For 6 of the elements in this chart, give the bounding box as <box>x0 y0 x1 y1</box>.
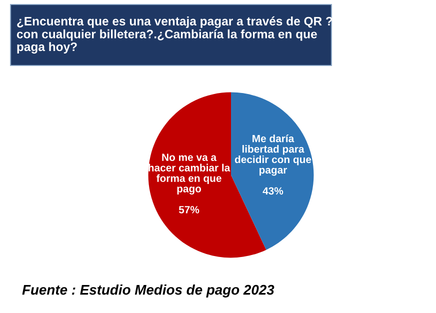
chart-title: ¿Encuentra que es una ventaja pagar a través de QR ? con cualquier billetera?.¿Cambiaría la forma en que paga hoy? <box>16 16 332 54</box>
data-label: 57% <box>178 206 200 214</box>
slice-label: Me daría libertad para decidir con que pagar <box>234 134 312 176</box>
source-note: Fuente : Estudio Medios de pago 2023 <box>22 284 274 298</box>
data-label: 43% <box>262 187 284 195</box>
slice-label: No me va a hacer cambiar la forma en que pago <box>148 154 230 194</box>
